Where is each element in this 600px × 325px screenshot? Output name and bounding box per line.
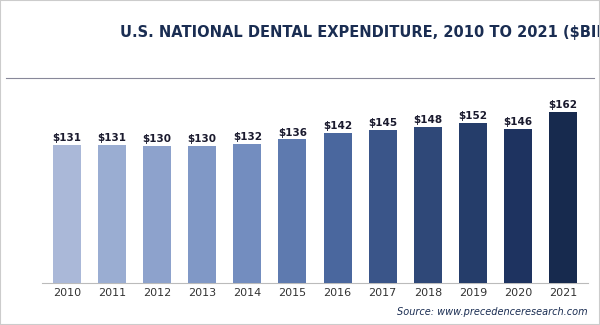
- Bar: [188, 146, 216, 283]
- Bar: [98, 145, 126, 283]
- Text: $130: $130: [143, 134, 172, 144]
- Bar: [414, 127, 442, 283]
- Text: $131: $131: [97, 133, 127, 143]
- Text: $131: $131: [52, 133, 82, 143]
- Bar: [368, 130, 397, 283]
- Bar: [459, 123, 487, 283]
- Text: $142: $142: [323, 122, 352, 132]
- Text: $145: $145: [368, 118, 397, 128]
- Bar: [323, 133, 352, 283]
- Text: $152: $152: [458, 111, 487, 121]
- Text: $132: $132: [233, 132, 262, 142]
- Text: PRECEDENCE: PRECEDENCE: [18, 31, 69, 37]
- Text: $162: $162: [548, 100, 578, 110]
- Text: Source: www.precedenceresearch.com: Source: www.precedenceresearch.com: [397, 307, 588, 317]
- Text: $148: $148: [413, 115, 442, 125]
- Bar: [143, 146, 171, 283]
- Bar: [233, 144, 262, 283]
- Text: RESEARCH: RESEARCH: [23, 49, 64, 55]
- Bar: [549, 112, 577, 283]
- Text: $130: $130: [188, 134, 217, 144]
- Text: $136: $136: [278, 128, 307, 138]
- Bar: [504, 129, 532, 283]
- Text: U.S. NATIONAL DENTAL EXPENDITURE, 2010 TO 2021 ($BILLION): U.S. NATIONAL DENTAL EXPENDITURE, 2010 T…: [120, 25, 600, 40]
- Text: $146: $146: [503, 117, 533, 127]
- Bar: [278, 139, 307, 283]
- Bar: [53, 145, 81, 283]
